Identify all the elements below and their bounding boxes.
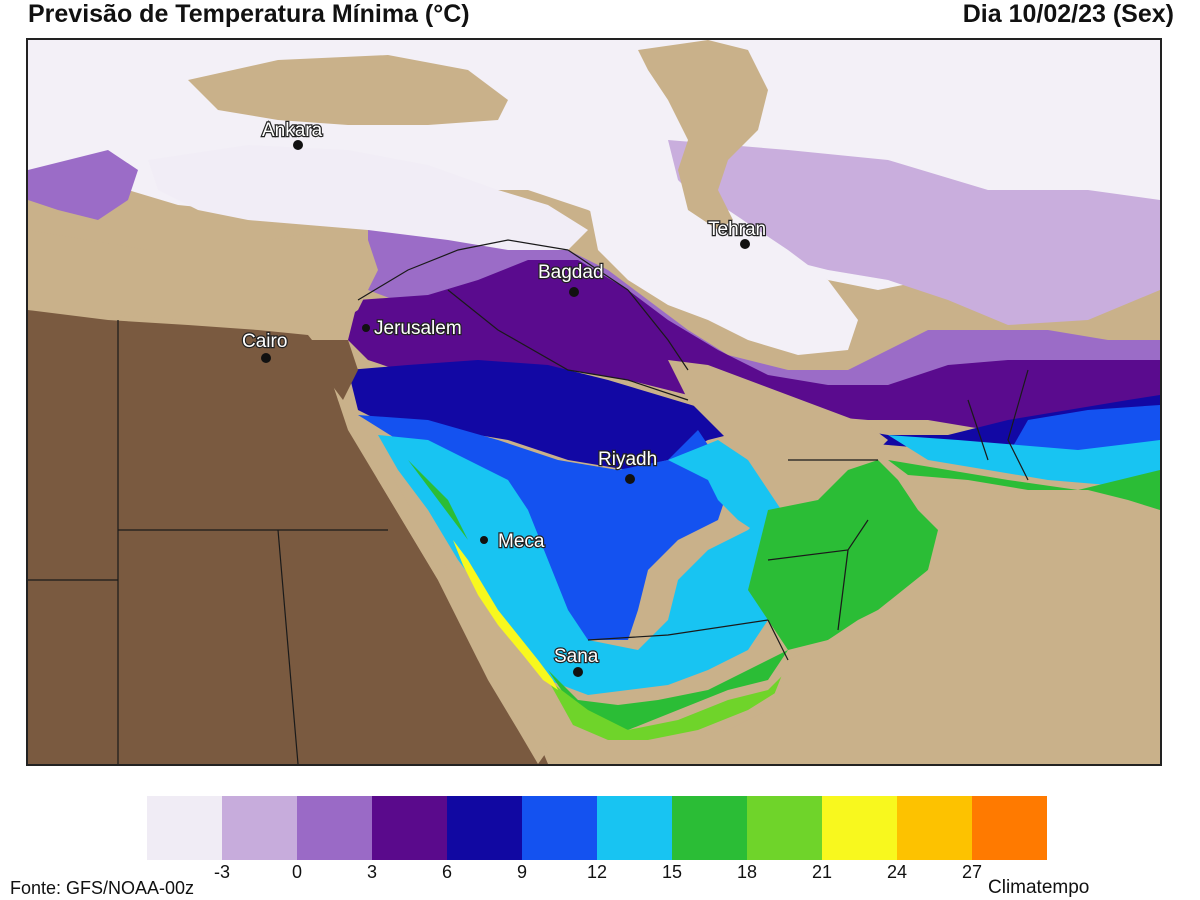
land-africa	[28, 310, 548, 764]
color-legend	[147, 796, 1047, 860]
legend-swatch	[897, 796, 972, 860]
city-label-meca: Meca	[498, 531, 545, 552]
legend-tick: 18	[736, 862, 758, 882]
zone-18-to-21-yemen	[548, 670, 788, 740]
zone-9-to-12-arabia	[358, 415, 728, 640]
legend-tick: -3	[213, 862, 231, 882]
legend-tick: 27	[961, 862, 983, 882]
city-dot-bagdad	[569, 287, 579, 297]
zone-0-to-3-aegean	[28, 150, 138, 220]
temperature-map: Ankara Tehran Bagdad Jerusalem Cairo Riy…	[26, 38, 1162, 766]
city-markers	[261, 140, 750, 677]
city-dot-riyadh	[625, 474, 635, 484]
city-label-bagdad: Bagdad	[538, 262, 604, 283]
zone-12-to-15-arabia	[378, 435, 788, 695]
city-label-riyadh: Riyadh	[598, 449, 657, 470]
legend-swatch	[672, 796, 747, 860]
brand-name: Climatempo	[988, 877, 1090, 898]
red-sea	[328, 370, 548, 764]
city-dot-tehran	[740, 239, 750, 249]
legend-swatch	[972, 796, 1047, 860]
city-dot-cairo	[261, 353, 271, 363]
city-dot-sana	[573, 667, 583, 677]
zone-anatolia-cold	[148, 145, 588, 255]
city-label-cairo: Cairo	[242, 331, 287, 352]
map-canvas: Ankara Tehran Bagdad Jerusalem Cairo Riy…	[28, 40, 1160, 764]
persian-gulf	[668, 360, 888, 480]
zone-iran-plateau-cold	[588, 190, 858, 355]
city-dot-meca	[480, 536, 488, 544]
legend-tick: 3	[366, 862, 378, 882]
zone-3-to-6-band	[348, 260, 1160, 430]
city-dot-ankara	[293, 140, 303, 150]
city-dot-jerusalem	[362, 324, 370, 332]
legend-swatch	[372, 796, 447, 860]
legend-swatch	[597, 796, 672, 860]
legend-tick: 9	[516, 862, 528, 882]
city-label-jerusalem: Jerusalem	[374, 318, 462, 339]
legend-tick: 24	[886, 862, 908, 882]
legend-swatch	[447, 796, 522, 860]
zone-15-to-18-east	[888, 460, 1160, 510]
legend-tick: 21	[811, 862, 833, 882]
caspian-sea	[638, 40, 768, 230]
zone-minus3-to-0-iran	[668, 140, 1160, 325]
legend-tick: 6	[441, 862, 453, 882]
legend-tick: 15	[661, 862, 683, 882]
legend-swatch	[822, 796, 897, 860]
city-label-ankara: Ankara	[262, 120, 323, 141]
legend-swatch	[522, 796, 597, 860]
legend-tick: 0	[291, 862, 303, 882]
legend-swatch	[147, 796, 222, 860]
data-source: Fonte: GFS/NOAA-00z	[10, 878, 195, 898]
black-sea	[188, 55, 508, 125]
city-label-tehran: Tehran	[708, 219, 766, 240]
forecast-date: Dia 10/02/23 (Sex)	[962, 0, 1174, 28]
map-title: Previsão de Temperatura Mínima (°C)	[28, 0, 470, 28]
city-label-sana: Sana	[554, 646, 599, 667]
legend-swatch	[222, 796, 297, 860]
legend-swatch	[297, 796, 372, 860]
legend-tick: 12	[586, 862, 608, 882]
zone-21-to-24-coast	[453, 540, 558, 690]
country-borders	[28, 239, 1029, 764]
land-sinai	[308, 340, 358, 400]
mediterranean-sea	[28, 230, 378, 330]
zone-12-to-15-east	[888, 435, 1160, 485]
legend-swatch	[747, 796, 822, 860]
zone-12-to-15-gulf-coast	[668, 440, 788, 540]
arabian-sea	[568, 510, 1160, 764]
